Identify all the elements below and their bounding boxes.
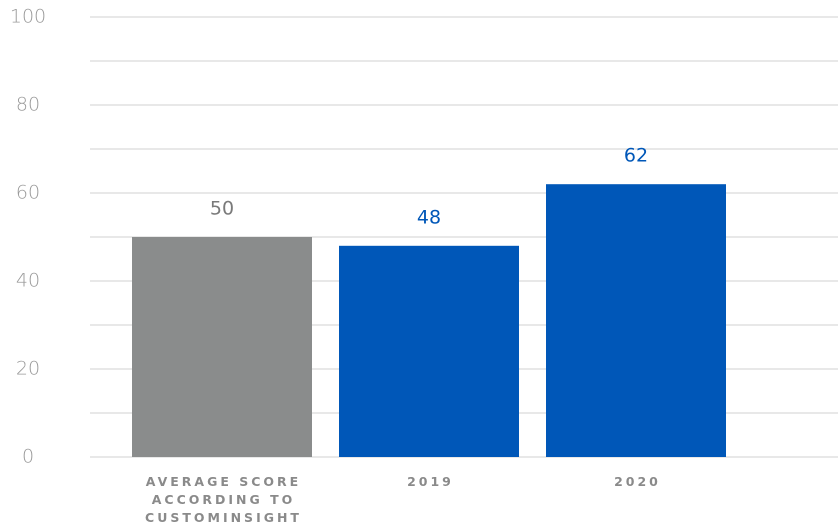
bar [339,245,519,457]
x-tick-label: 2019 [407,474,454,489]
bar [546,184,726,457]
x-tick-label: 2020 [614,474,661,489]
y-tick-label: 80 [16,94,40,116]
bar [132,237,312,457]
y-tick-label: 60 [16,182,40,204]
x-tick-label: AVERAGE SCORE ACCORDING TO CUSTOMINSIGHT [145,474,302,525]
value-label: 48 [417,206,441,228]
y-tick-label: 0 [22,446,34,468]
y-tick-label: 40 [16,270,40,292]
value-label: 50 [210,198,234,220]
y-tick-label: 100 [10,6,46,28]
value-label: 62 [624,145,648,167]
y-tick-label: 20 [16,358,40,380]
